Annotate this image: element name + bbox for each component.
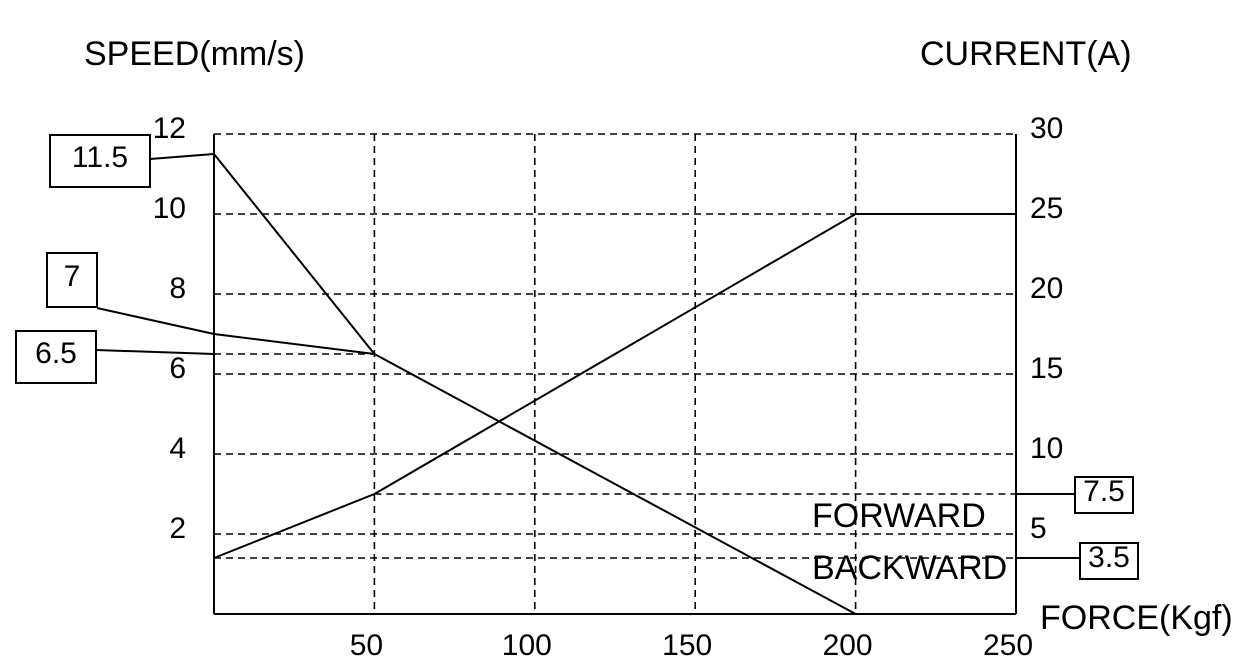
callout-box <box>49 134 151 188</box>
y-axis-title: SPEED(mm/s) <box>84 35 305 73</box>
x-tick-label: 200 <box>823 629 873 662</box>
series-line <box>213 213 1016 559</box>
y2-tick-label: 5 <box>1030 512 1047 545</box>
x-axis-title: FORCE(Kgf) <box>1040 599 1233 637</box>
x-tick-label: 100 <box>502 629 552 662</box>
annotation: FORWARD <box>812 497 986 535</box>
callout-leader <box>149 153 215 160</box>
y2-tick-label: 25 <box>1030 192 1063 225</box>
series-line <box>213 333 375 355</box>
callout-box <box>46 252 98 308</box>
y2-tick-label: 20 <box>1030 272 1063 305</box>
callout-box <box>1079 542 1139 580</box>
callout-label: 3.5 <box>1088 541 1130 574</box>
y2-axis-title: CURRENT(A) <box>920 35 1132 73</box>
y2-tick-label: 15 <box>1030 352 1063 385</box>
annotation: BACKWARD <box>812 549 1007 587</box>
y2-tick-label: 10 <box>1030 432 1063 465</box>
callout-leader <box>95 349 215 355</box>
y2-tick-label: 30 <box>1030 112 1063 145</box>
y-tick-label: 8 <box>169 272 186 305</box>
callout-label: 7 <box>64 260 81 293</box>
x-tick-label: 50 <box>350 629 383 662</box>
y-tick-label: 12 <box>153 112 186 145</box>
x-tick-label: 150 <box>662 629 712 662</box>
callout-label: 11.5 <box>72 141 128 174</box>
callout-label: 7.5 <box>1083 475 1125 508</box>
y-tick-label: 2 <box>169 512 186 545</box>
callout-label: 6.5 <box>35 337 77 370</box>
y-tick-label: 10 <box>153 192 186 225</box>
x-tick-label: 250 <box>983 629 1033 662</box>
y-tick-label: 6 <box>169 352 186 385</box>
callout-leader <box>96 307 215 335</box>
y-tick-label: 4 <box>169 432 186 465</box>
callout-box <box>15 330 97 384</box>
